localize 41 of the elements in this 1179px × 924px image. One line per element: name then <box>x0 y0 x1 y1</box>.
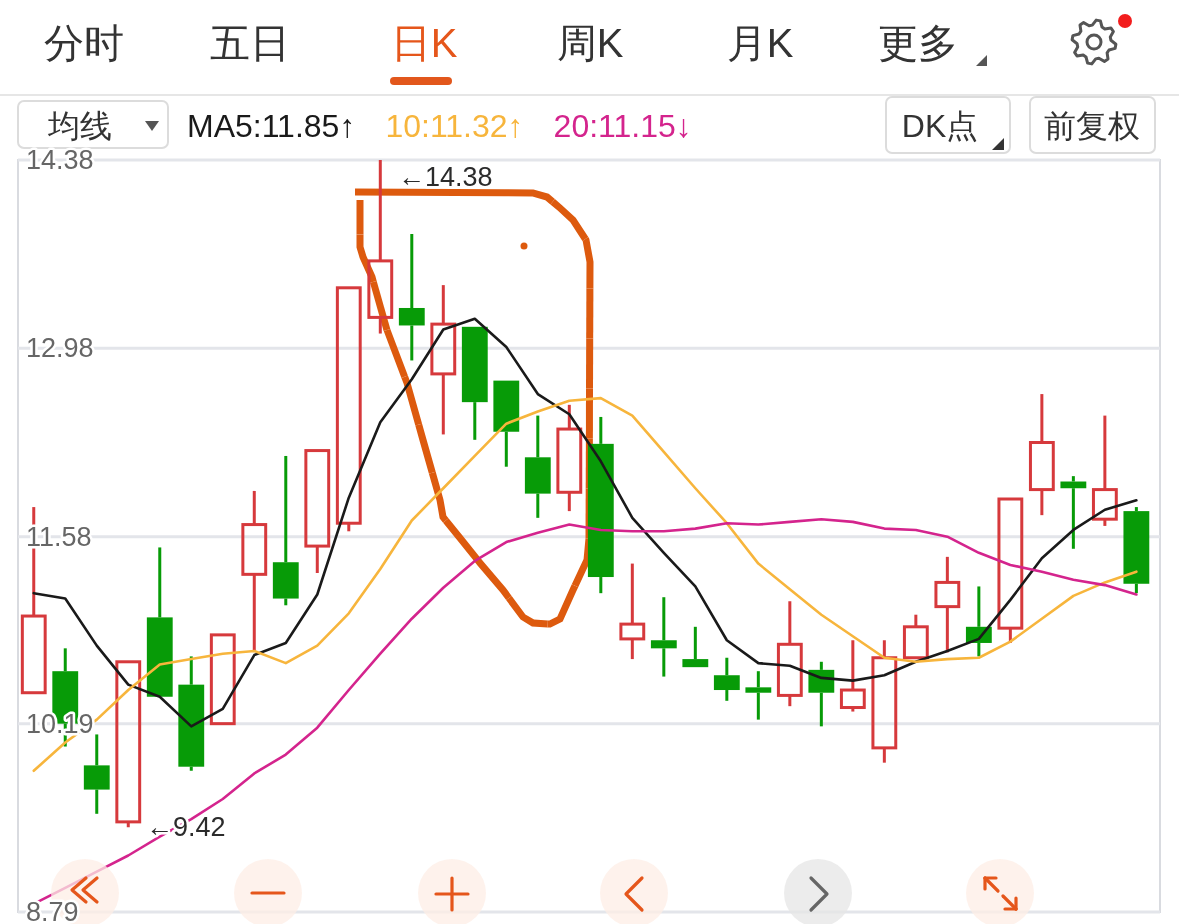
candlestick <box>745 671 772 720</box>
candlestick <box>524 415 551 518</box>
candlestick <box>178 656 205 771</box>
text: DK点 <box>901 108 979 144</box>
text: 月K <box>726 21 794 65</box>
candlestick <box>1060 476 1087 549</box>
text: 10:11.32↑ <box>385 108 524 144</box>
text: 周K <box>556 21 624 65</box>
text: 更多 <box>878 21 958 65</box>
y-tick-label: 14.38 <box>26 145 94 175</box>
candlestick <box>209 633 236 726</box>
y-tick-label: 8.79 <box>26 897 79 924</box>
candlestick <box>682 625 709 668</box>
candlestick <box>808 660 835 727</box>
candlestick <box>619 563 646 661</box>
candlestick <box>146 547 173 697</box>
candlestick <box>934 555 961 653</box>
candlestick <box>556 403 583 513</box>
candlestick <box>272 454 299 606</box>
text: 五日 <box>210 21 290 65</box>
y-tick-label: 12.98 <box>26 333 94 364</box>
candlestick <box>1123 507 1150 595</box>
candlestick <box>713 657 740 701</box>
candlestick <box>1028 394 1055 517</box>
candlestick <box>367 160 394 334</box>
candlestick <box>241 489 268 652</box>
annotation: ←14.38 <box>398 162 493 192</box>
text: 均线 <box>47 108 112 144</box>
text: 分时 <box>44 21 124 65</box>
candlestick <box>398 233 425 361</box>
text: MA5:11.85↑ <box>187 108 356 144</box>
candlestick <box>430 285 457 435</box>
candlestick <box>304 449 331 573</box>
candlestick <box>493 380 520 467</box>
text: 日K <box>390 21 458 65</box>
candlestick <box>83 734 110 814</box>
text: 前复权 <box>1044 108 1140 144</box>
candlestick <box>650 597 677 677</box>
candlestick <box>871 640 898 763</box>
candlestick <box>461 326 488 440</box>
text: 20:11.15↓ <box>553 108 692 144</box>
